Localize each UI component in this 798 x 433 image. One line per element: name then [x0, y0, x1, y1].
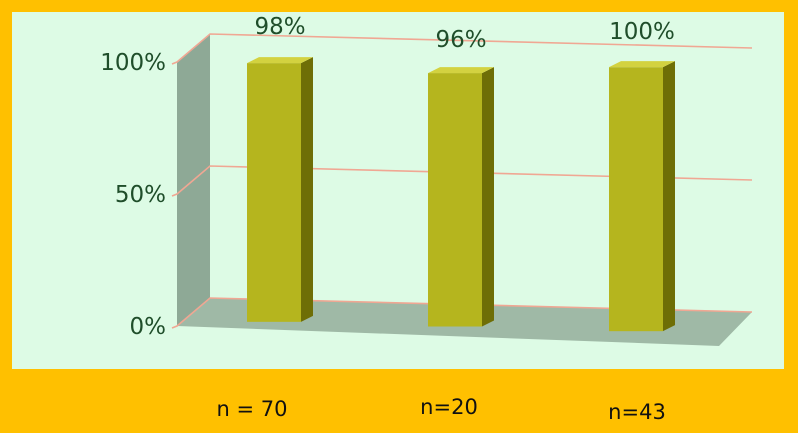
category-label: n = 70: [217, 397, 288, 421]
data-label: 96%: [435, 27, 486, 53]
category-labels: n = 70 n=20 n=43: [217, 395, 666, 424]
y-tick-label: 0%: [130, 314, 167, 340]
data-labels: 98% 96% 100%: [254, 14, 674, 53]
bar: [609, 61, 675, 332]
bars: [247, 57, 675, 332]
y-axis-ticks: 0% 50% 100%: [100, 50, 166, 340]
gridline: [171, 33, 753, 65]
y-tick-label: 50%: [115, 182, 166, 208]
category-label: n=43: [608, 400, 666, 424]
category-label: n=20: [420, 395, 478, 419]
bar: [247, 57, 313, 322]
data-label: 100%: [609, 19, 675, 45]
data-label: 98%: [254, 14, 305, 40]
y-tick-label: 100%: [100, 50, 166, 76]
bar: [428, 67, 494, 327]
